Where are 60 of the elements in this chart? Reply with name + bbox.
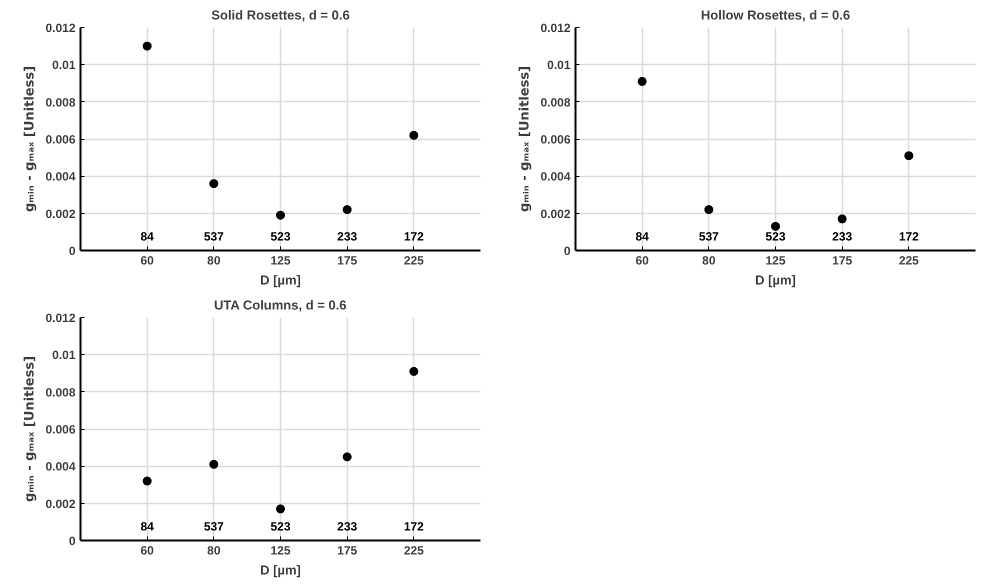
annotation: 172 xyxy=(898,230,920,244)
x-axis-title: D [µm] xyxy=(755,272,796,288)
x-tick-label: 80 xyxy=(207,254,221,268)
y-tick-label: 0.004 xyxy=(45,460,76,474)
y-tick-label: 0.004 xyxy=(45,170,76,184)
x-tick-label: 125 xyxy=(270,254,291,268)
x-tick-label: 60 xyxy=(140,254,154,268)
annotation: 84 xyxy=(140,520,154,534)
y-axis-title: gₘᵢₙ - gₘₐₓ [Unitless] xyxy=(22,66,38,212)
y-tick-label: 0.006 xyxy=(45,132,76,146)
x-tick-label: 175 xyxy=(337,544,358,558)
x-tick-label: 80 xyxy=(702,254,716,268)
x-tick-label: 80 xyxy=(207,544,221,558)
y-tick-label: 0.002 xyxy=(45,206,76,221)
x-tick-label: 175 xyxy=(337,254,358,268)
x-tick-label: 225 xyxy=(404,544,424,558)
y-tick-label: 0 xyxy=(68,244,76,258)
y-tick-label: 0.01 xyxy=(52,348,76,362)
y-tick-label: 0.012 xyxy=(45,311,76,325)
annotation: 84 xyxy=(140,230,154,244)
x-tick-label: 225 xyxy=(898,254,920,268)
y-tick-label: 0.006 xyxy=(540,132,571,146)
y-tick-label: 0.004 xyxy=(540,170,571,184)
annotation: 172 xyxy=(404,520,424,534)
y-tick-label: 0.01 xyxy=(52,58,76,72)
annotation: 537 xyxy=(204,520,224,534)
x-tick-label: 125 xyxy=(270,544,291,558)
y-tick-label: 0.008 xyxy=(45,95,76,110)
annotation: 523 xyxy=(270,230,291,244)
x-tick-label: 60 xyxy=(140,544,154,558)
annotation: 537 xyxy=(204,230,224,244)
chart-title: UTA Columns, d = 0.6 xyxy=(214,298,347,312)
annotation: 172 xyxy=(404,230,424,244)
y-axis-title: gₘᵢₙ - gₘₐₓ [Unitless] xyxy=(22,356,38,502)
annotation: 233 xyxy=(337,520,358,534)
annotation: 233 xyxy=(337,230,358,244)
chart-title: Solid Rosettes, d = 0.6 xyxy=(211,8,350,22)
annotation: 84 xyxy=(635,230,650,244)
x-tick-label: 60 xyxy=(635,254,650,268)
annotation: 233 xyxy=(832,230,853,244)
y-tick-label: 0.01 xyxy=(547,58,571,72)
y-tick-label: 0.002 xyxy=(45,496,76,511)
y-tick-label: 0 xyxy=(68,534,76,548)
y-tick-label: 0 xyxy=(564,244,571,258)
y-tick-label: 0.006 xyxy=(45,422,76,436)
x-axis-title: D [µm] xyxy=(260,562,301,578)
x-tick-label: 125 xyxy=(765,254,786,268)
y-tick-label: 0.012 xyxy=(540,21,571,35)
y-tick-label: 0.008 xyxy=(45,385,76,400)
y-tick-label: 0.012 xyxy=(45,21,76,35)
x-axis-title: D [µm] xyxy=(260,272,301,288)
y-axis-title: gₘᵢₙ - gₘₐₓ [Unitless] xyxy=(517,66,532,212)
x-tick-label: 225 xyxy=(404,254,424,268)
chart-title: Hollow Rosettes, d = 0.6 xyxy=(700,8,850,22)
x-tick-label: 175 xyxy=(832,254,853,268)
annotation: 537 xyxy=(698,230,720,244)
annotation: 523 xyxy=(765,230,786,244)
y-tick-label: 0.002 xyxy=(540,206,571,221)
y-tick-label: 0.008 xyxy=(540,95,571,110)
annotation: 523 xyxy=(270,520,291,534)
